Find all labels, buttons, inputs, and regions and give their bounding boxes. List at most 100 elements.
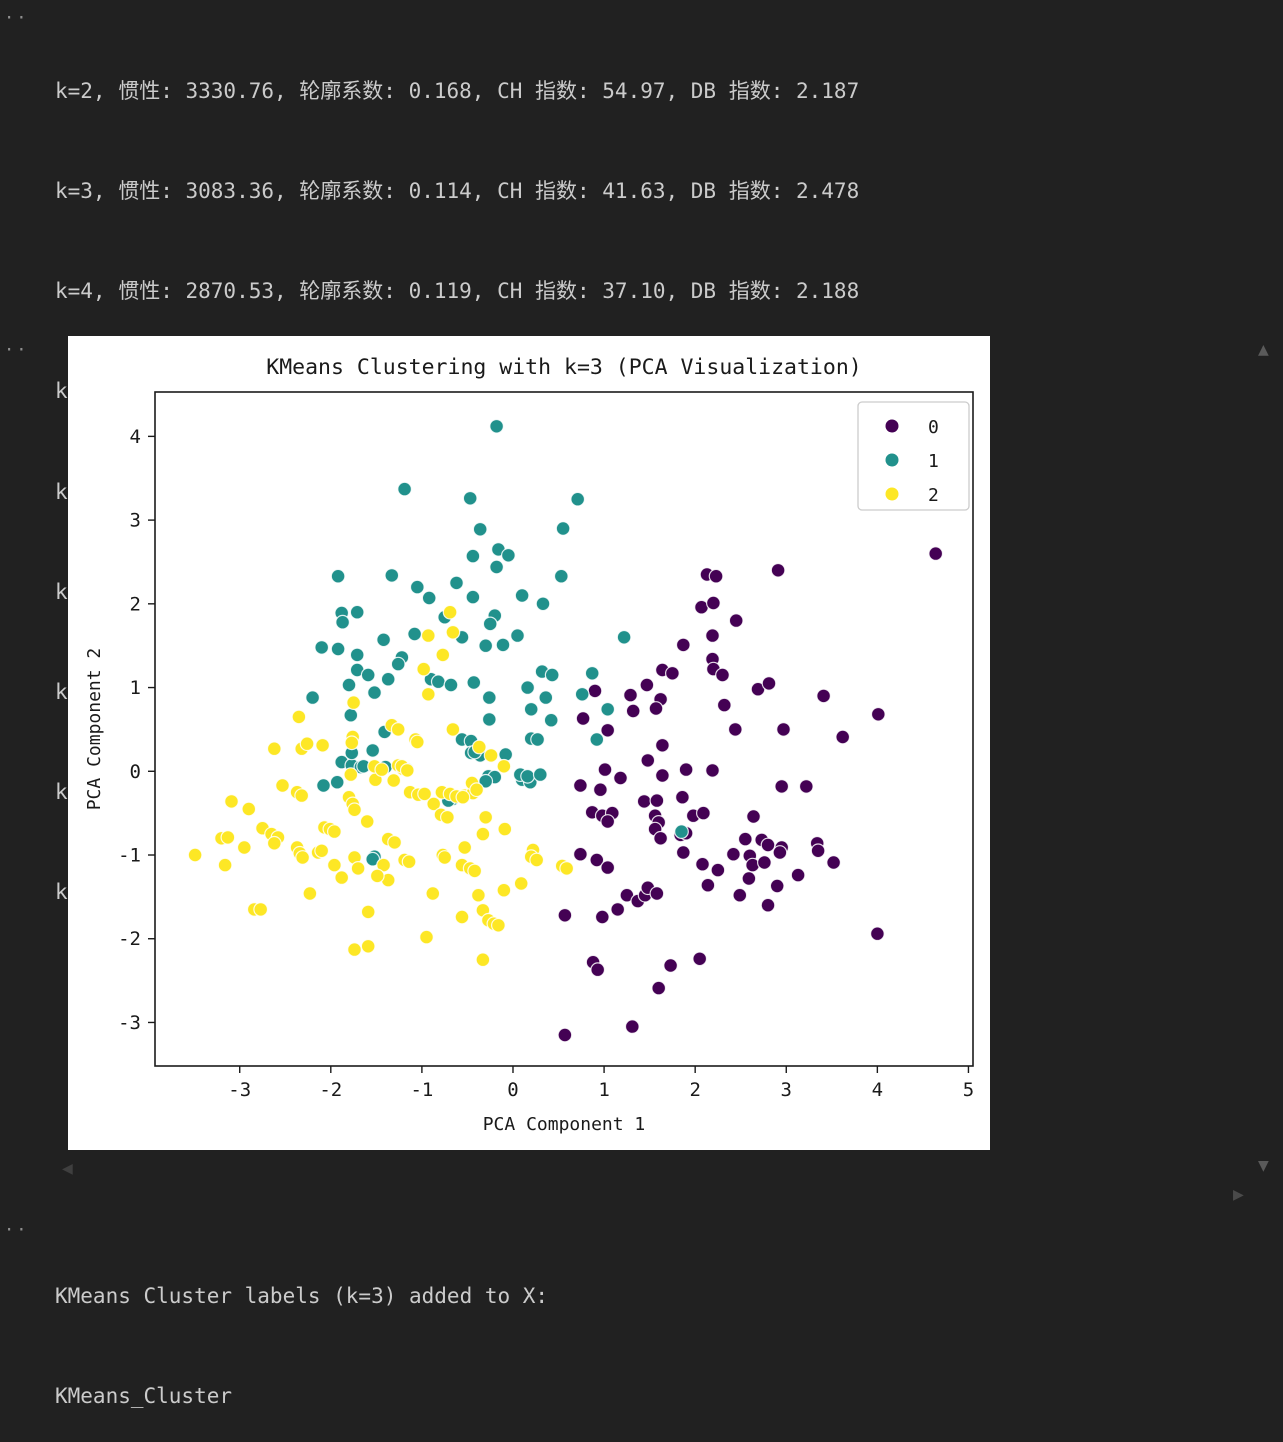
scatter-point xyxy=(374,762,390,778)
scatter-point xyxy=(770,562,786,578)
scatter-point xyxy=(390,722,406,737)
scatter-point xyxy=(454,909,470,925)
x-tick-label: -2 xyxy=(319,1079,342,1101)
scatter-point xyxy=(653,830,668,846)
scatter-point xyxy=(520,680,536,696)
scatter-point xyxy=(314,640,330,655)
x-tick-label: 1 xyxy=(598,1079,609,1101)
scatter-point xyxy=(501,547,516,563)
scatter-point xyxy=(776,722,791,737)
scatter-point xyxy=(445,722,461,737)
scatter-point xyxy=(706,595,721,611)
scatter-point xyxy=(675,845,691,860)
cell-output-gutter-marker[interactable]: ·· xyxy=(4,8,29,28)
scatter-point xyxy=(727,722,743,737)
scatter-point xyxy=(574,686,590,702)
x-tick-label: 0 xyxy=(507,1079,518,1101)
scatter-point xyxy=(491,917,506,933)
scatter-point xyxy=(732,887,748,903)
kmeans-pca-scatter-figure: KMeans Clustering with k=3 (PCA Visualiz… xyxy=(68,336,990,1150)
counts-line: KMeans_Cluster xyxy=(55,1384,233,1409)
scatter-point xyxy=(636,794,652,809)
scatter-point xyxy=(359,814,375,829)
scatter-point xyxy=(305,690,321,706)
scatter-point xyxy=(557,907,573,923)
scatter-point xyxy=(467,863,483,879)
scatter-point xyxy=(674,824,689,840)
counts-line: KMeans Cluster labels (k=3) added to X: xyxy=(55,1283,549,1308)
scatter-point xyxy=(663,958,678,973)
scatter-point xyxy=(695,856,710,872)
scatter-point xyxy=(520,768,536,784)
legend-label-1: 1 xyxy=(928,451,939,472)
scatter-point xyxy=(327,857,342,873)
scatter-point xyxy=(835,729,851,745)
scatter-point xyxy=(640,753,656,768)
scatter-point xyxy=(798,779,814,794)
scatter-point xyxy=(870,926,885,942)
scatter-point xyxy=(555,521,571,536)
scatter-point xyxy=(349,647,365,663)
scatter-point xyxy=(610,902,626,917)
scatter-point xyxy=(295,850,311,865)
scatter-point xyxy=(496,758,512,774)
cell-output-gutter-marker[interactable]: ·· xyxy=(4,1220,29,1240)
scatter-point xyxy=(220,830,236,845)
cluster-counts-output: KMeans Cluster labels (k=3) added to X: … xyxy=(55,1213,548,1442)
scatter-point xyxy=(416,661,432,677)
cell-output-gutter-marker[interactable]: ·· xyxy=(4,340,29,360)
scroll-up-icon[interactable]: ▲ xyxy=(1258,342,1269,358)
scatter-point xyxy=(266,741,282,757)
legend-marker-2 xyxy=(885,487,899,501)
scatter-point xyxy=(584,665,600,681)
scatter-chart: KMeans Clustering with k=3 (PCA Visualiz… xyxy=(68,336,990,1150)
scatter-point xyxy=(928,546,944,562)
scatter-point xyxy=(471,887,486,903)
legend-label-2: 2 xyxy=(928,485,939,506)
plot-border xyxy=(154,391,974,1067)
scatter-point xyxy=(655,737,670,753)
x-tick-label: -3 xyxy=(228,1079,251,1101)
scatter-point xyxy=(401,854,417,870)
scatter-point xyxy=(530,732,546,747)
scatter-point xyxy=(475,952,491,968)
scatter-point xyxy=(253,902,269,917)
scatter-point xyxy=(478,638,494,654)
scatter-point xyxy=(651,980,667,996)
scatter-point xyxy=(495,637,511,653)
scatter-point xyxy=(708,568,724,584)
scatter-point xyxy=(716,697,732,713)
scatter-point xyxy=(421,590,437,606)
scatter-point xyxy=(341,677,357,693)
scatter-point xyxy=(369,868,385,884)
scatter-point xyxy=(496,882,512,898)
scatter-point xyxy=(513,876,529,891)
scatter-point xyxy=(575,711,591,726)
scatter-point xyxy=(710,862,726,878)
scatter-point xyxy=(616,629,632,645)
scatter-point xyxy=(543,712,559,728)
scatter-point xyxy=(570,491,586,507)
scatter-point xyxy=(590,962,606,978)
scatter-point xyxy=(344,735,360,751)
x-tick-label: -1 xyxy=(410,1079,433,1101)
scatter-point xyxy=(387,835,403,850)
scatter-point xyxy=(623,687,638,703)
scroll-down-icon[interactable]: ▼ xyxy=(1258,1158,1269,1174)
scatter-point xyxy=(510,628,525,644)
scatter-point xyxy=(465,589,481,605)
scroll-left-icon[interactable]: ◀ xyxy=(62,1161,73,1177)
scatter-point xyxy=(457,840,473,855)
y-tick-label: 4 xyxy=(130,426,141,448)
scatter-point xyxy=(390,656,406,672)
scatter-point xyxy=(419,929,434,945)
scatter-point xyxy=(772,845,788,860)
scatter-point xyxy=(347,942,362,957)
scatter-point xyxy=(472,521,488,537)
scatter-point xyxy=(497,821,513,837)
y-tick-label: -3 xyxy=(118,1012,141,1034)
scatter-point xyxy=(417,786,433,802)
scatter-point xyxy=(665,665,680,681)
scroll-right-icon[interactable]: ▶ xyxy=(1233,1187,1244,1203)
